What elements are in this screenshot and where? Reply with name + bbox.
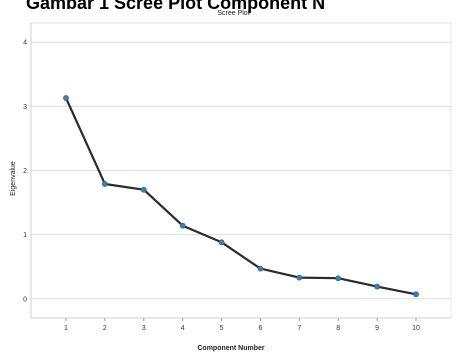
x-tick-label: 1 [64, 325, 68, 332]
y-tick-label: 4 [23, 40, 27, 47]
x-axis-label: Component Number [197, 345, 265, 352]
y-tick-labels: 0 1 2 3 4 [23, 40, 27, 304]
grid-lines [31, 41, 451, 300]
data-point [218, 239, 225, 246]
y-tick-label: 3 [23, 104, 27, 111]
x-tick-label: 5 [220, 325, 224, 332]
x-tick-label: 9 [375, 325, 379, 332]
chart-title: Scree Plot [217, 10, 250, 17]
eigenvalue-line [64, 97, 417, 296]
data-point [179, 222, 186, 229]
x-tick-label: 10 [412, 325, 420, 332]
figure-heading: Gambar 1 Scree Plot Component N [26, 0, 326, 13]
data-point [101, 181, 108, 187]
x-tick-labels: 1 2 3 4 5 6 7 8 9 10 [64, 325, 420, 332]
data-points [63, 95, 419, 298]
axes [30, 23, 451, 321]
data-point [374, 283, 381, 290]
data-point [140, 186, 147, 193]
data-point [296, 274, 303, 281]
y-axis-label: Eigenvalue [10, 161, 17, 196]
data-point [257, 265, 264, 272]
x-tick-label: 2 [103, 325, 107, 332]
data-point [413, 291, 419, 298]
data-point [335, 275, 342, 282]
y-tick-label: 0 [23, 296, 27, 303]
y-tick-label: 2 [23, 168, 27, 175]
x-tick-label: 6 [258, 325, 262, 332]
x-tick-label: 3 [142, 325, 146, 332]
data-point [63, 95, 69, 101]
x-tick-label: 4 [181, 325, 185, 332]
x-tick-label: 7 [297, 325, 301, 332]
y-tick-label: 1 [23, 232, 27, 239]
x-tick-label: 8 [336, 325, 340, 332]
